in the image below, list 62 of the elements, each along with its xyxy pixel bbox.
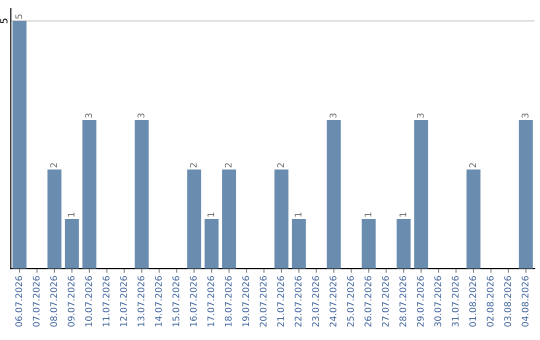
data-label: 3	[85, 113, 92, 118]
bar	[187, 170, 202, 269]
bar	[362, 219, 376, 269]
x-tick-label: 03.08.2026	[504, 276, 512, 327]
bar	[12, 20, 27, 269]
x-tick-label: 12.07.2026	[120, 276, 127, 326]
x-tick-label: 16.07.2026	[190, 276, 197, 326]
x-tick-label: 26.07.2026	[364, 276, 372, 327]
data-label: 2	[190, 163, 197, 168]
bar	[204, 219, 219, 269]
bar	[396, 219, 411, 269]
x-tick-label: 09.07.2026	[68, 276, 75, 327]
x-tick-label: 04.08.2026	[522, 276, 528, 327]
data-label: 3	[330, 113, 336, 118]
bar	[292, 219, 306, 269]
x-tick-label: 20.07.2026	[260, 276, 267, 327]
x-tick-label: 28.07.2026	[399, 276, 406, 327]
bar	[414, 120, 428, 269]
bar	[134, 120, 149, 269]
bar	[82, 120, 96, 269]
x-tick-label: 13.07.2026	[138, 276, 144, 326]
x-tick-label: 10.07.2026	[85, 276, 92, 326]
x-tick-label: 18.07.2026	[224, 276, 232, 326]
x-tick-label: 01.08.2026	[469, 276, 476, 327]
data-label: 2	[50, 163, 57, 168]
x-tick-label: 31.07.2026	[452, 276, 459, 327]
bar	[47, 170, 62, 269]
x-tick-label: 17.07.2026	[207, 276, 214, 326]
x-tick-label: 29.07.2026	[416, 276, 424, 327]
x-tick-label: 02.08.2026	[486, 276, 494, 327]
data-label: 1	[364, 212, 372, 217]
data-label: 3	[138, 113, 144, 118]
x-tick-label: 30.07.2026	[434, 276, 442, 327]
x-tick-label: 22.07.2026	[294, 276, 302, 327]
x-tick-label: 06.07.2026	[15, 276, 22, 327]
x-tick-label: 15.07.2026	[172, 276, 180, 326]
x-tick-label: 23.07.2026	[312, 276, 319, 327]
data-label: 5	[0, 18, 8, 24]
x-tick-label: 11.07.2026	[102, 276, 110, 326]
x-tick-label: 25.07.2026	[347, 276, 354, 327]
data-label: 2	[224, 163, 232, 168]
data-label: 2	[277, 163, 284, 168]
bar	[466, 170, 480, 269]
x-tick-label: 19.07.2026	[242, 276, 250, 326]
x-tick-label: 27.07.2026	[382, 276, 389, 327]
data-label: 1	[68, 212, 74, 217]
x-tick-label: 07.07.2026	[32, 276, 40, 327]
x-tick-label: 08.07.2026	[50, 276, 58, 327]
x-tick-label: 14.07.2026	[155, 276, 162, 326]
bar	[64, 219, 79, 269]
x-tick-label: 24.07.2026	[330, 276, 336, 327]
data-label: 1	[294, 212, 302, 217]
bar	[326, 120, 341, 269]
data-label: 2	[469, 163, 476, 168]
bar	[274, 170, 288, 269]
data-label: 3	[416, 113, 424, 118]
data-label: 1	[208, 212, 214, 217]
data-label: 3	[522, 113, 528, 118]
data-label: 1	[400, 212, 406, 217]
x-tick-label: 21.07.2026	[277, 276, 284, 327]
bar	[518, 120, 533, 269]
bar	[222, 170, 236, 269]
